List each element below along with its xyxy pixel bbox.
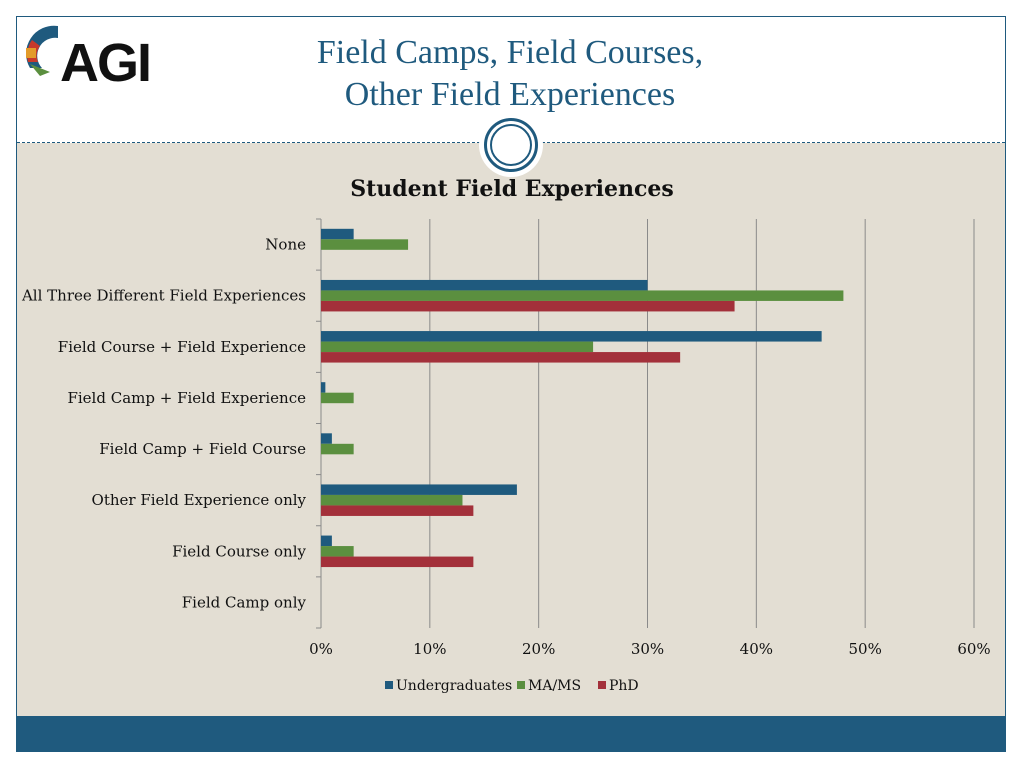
x-tick-label: 0% bbox=[309, 640, 333, 658]
page-title: Field Camps, Field Courses, Other Field … bbox=[220, 32, 800, 116]
legend-swatch bbox=[598, 681, 606, 689]
bar-phd bbox=[321, 352, 681, 363]
title-line-1: Field Camps, Field Courses, bbox=[316, 34, 704, 71]
x-tick-label: 30% bbox=[631, 640, 664, 658]
bar-ma-ms bbox=[321, 494, 463, 506]
y-tick-label: Field Camp only bbox=[182, 593, 307, 611]
bar-undergraduates bbox=[321, 535, 332, 547]
bar-ma-ms bbox=[321, 341, 594, 353]
y-tick-label: Field Camp + Field Course bbox=[99, 440, 306, 458]
y-tick-label: Field Course only bbox=[172, 542, 306, 560]
y-tick-label: Other Field Experience only bbox=[92, 491, 307, 509]
bar-undergraduates bbox=[321, 331, 822, 342]
bar-phd bbox=[321, 505, 474, 516]
x-tick-label: 20% bbox=[522, 640, 555, 658]
bar-phd bbox=[321, 300, 735, 312]
x-tick-label: 60% bbox=[957, 640, 990, 658]
y-tick-label: Field Camp + Field Experience bbox=[67, 389, 306, 407]
legend-swatch bbox=[385, 681, 393, 689]
bar-ma-ms bbox=[321, 392, 354, 404]
y-tick-label: Field Course + Field Experience bbox=[58, 338, 306, 356]
title-line-2: Other Field Experiences bbox=[344, 76, 676, 113]
legend-label: PhD bbox=[609, 678, 639, 694]
bar-ma-ms bbox=[321, 239, 409, 250]
bar-undergraduates bbox=[321, 279, 648, 291]
bar-undergraduates bbox=[321, 382, 326, 393]
bar-ma-ms bbox=[321, 443, 354, 455]
legend-label: Undergraduates bbox=[396, 678, 512, 694]
bar-undergraduates bbox=[321, 433, 332, 444]
legend-label: MA/MS bbox=[528, 678, 581, 694]
bar-ma-ms bbox=[321, 290, 844, 301]
x-tick-label: 40% bbox=[740, 640, 773, 658]
logo-text: AGI bbox=[60, 33, 152, 93]
x-tick-label: 50% bbox=[848, 640, 881, 658]
agi-logo: AGI bbox=[20, 18, 170, 93]
x-tick-label: 10% bbox=[413, 640, 446, 658]
bar-phd bbox=[321, 556, 474, 568]
bar-ma-ms bbox=[321, 546, 354, 557]
y-tick-label: None bbox=[265, 236, 306, 254]
ornament-circle-inner bbox=[490, 124, 532, 166]
bar-undergraduates bbox=[321, 228, 354, 240]
footer-bar bbox=[17, 716, 1005, 751]
globe-icon bbox=[26, 25, 58, 76]
legend-swatch bbox=[517, 681, 525, 689]
bar-undergraduates bbox=[321, 484, 517, 495]
content-area bbox=[17, 143, 1005, 716]
y-tick-label: All Three Different Field Experiences bbox=[21, 287, 306, 305]
chart-title: Student Field Experiences bbox=[350, 176, 674, 202]
